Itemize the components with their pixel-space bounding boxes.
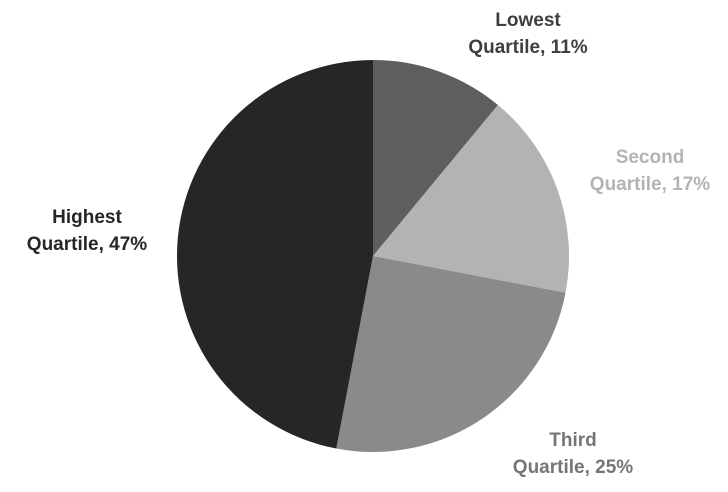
pie-slice-0 (373, 60, 498, 256)
labels-layer: Lowest Quartile, 11% Second Quartile, 17% Th… (27, 10, 710, 478)
slice-label-1-line-1: Quartile, 17% (590, 174, 710, 195)
slice-label-3-line-1: Quartile, 47% (27, 234, 147, 255)
slice-label-3-line-0: Highest (52, 207, 122, 228)
slice-label-2-line-0: Third (549, 430, 597, 451)
pie-slice-3 (176, 60, 373, 449)
slice-label-3: Highest Quartile, 47% (27, 207, 147, 255)
pie-slice-1 (373, 104, 570, 293)
slices-layer (176, 60, 570, 453)
slice-label-0: Lowest Quartile, 11% (468, 10, 587, 58)
slice-label-0-line-1: Quartile, 11% (468, 37, 587, 58)
slice-label-1: Second Quartile, 17% (590, 147, 710, 195)
slice-label-1-line-0: Second (616, 147, 685, 168)
slice-label-2: Third Quartile, 25% (513, 430, 633, 478)
pie-slice-2 (336, 256, 566, 453)
slice-label-0-line-0: Lowest (495, 10, 561, 31)
slice-label-2-line-1: Quartile, 25% (513, 457, 633, 478)
